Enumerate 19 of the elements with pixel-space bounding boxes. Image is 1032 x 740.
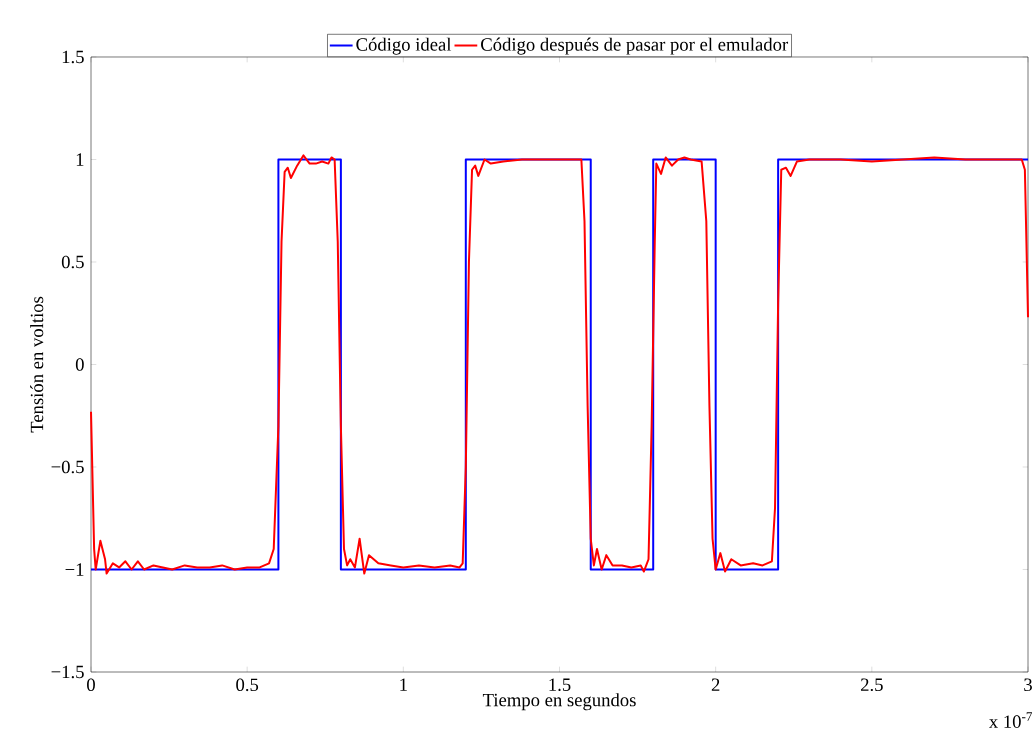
legend-label: Código después de pasar por el emulador bbox=[481, 37, 789, 55]
x-tick-label: 2 bbox=[711, 678, 720, 691]
x-tick-label: 0.5 bbox=[236, 678, 259, 692]
y-tick-label: 0.5 bbox=[61, 255, 84, 269]
y-tick-label: −1 bbox=[65, 563, 84, 576]
y-tick-label: −0.5 bbox=[51, 460, 84, 474]
legend-label: Código ideal bbox=[356, 37, 452, 55]
x-tick-label: 1.5 bbox=[549, 678, 571, 692]
x-tick-label: 3 bbox=[1024, 678, 1032, 692]
x-tick-label: 0 bbox=[87, 678, 95, 692]
y-tick-label: 1.5 bbox=[62, 50, 84, 64]
x-tick-label: 1 bbox=[400, 678, 407, 691]
text: x 10$^{-7}$ bbox=[989, 712, 1032, 728]
x-axis-title: Tiempo en segundos bbox=[482, 693, 636, 711]
y-tick-label: −1.5 bbox=[51, 665, 84, 679]
y-tick-label: 0 bbox=[75, 358, 84, 371]
y-tick-label: 1 bbox=[76, 153, 84, 166]
x-tick-label: 2.5 bbox=[860, 678, 883, 692]
y-axis-title: Tensión en voltios bbox=[30, 296, 44, 433]
